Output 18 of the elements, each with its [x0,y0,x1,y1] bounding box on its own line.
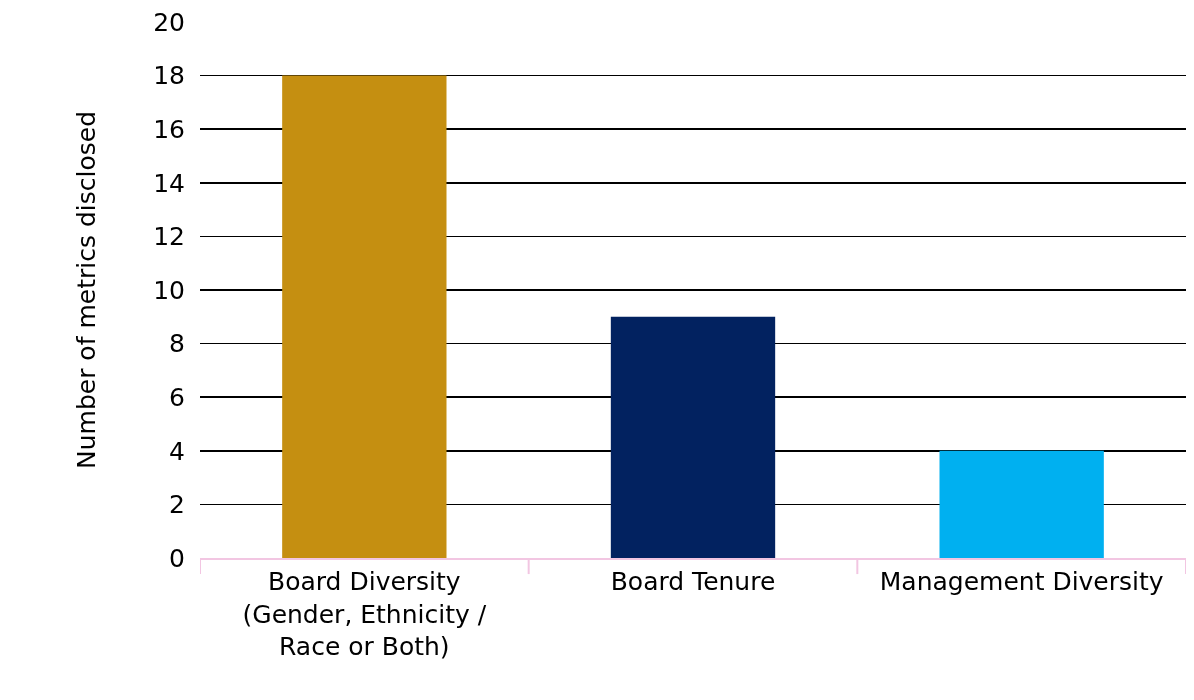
bar [610,316,776,558]
y-tick-label: 12 [153,222,185,252]
y-tick-label: 8 [169,329,185,359]
y-tick-label: 14 [153,168,185,198]
y-tick-label: 0 [169,543,185,573]
y-tick-label: 20 [153,7,185,37]
x-tick-label: Board Diversity (Gender, Ethnicity / Race or Both) [242,567,487,661]
y-tick-label: 10 [153,275,185,305]
y-tick-label: 4 [169,436,185,466]
x-tick-label: Management Diversity [879,567,1164,596]
y-tick-label: 2 [169,490,185,520]
y-axis-title: Number of metrics disclosed [71,111,101,469]
y-tick-label: 18 [153,61,185,91]
y-tick-label: 6 [169,382,185,412]
bar [282,75,447,558]
bar [939,450,1104,558]
x-tick-label: Board Tenure [610,567,776,596]
y-tick-label: 16 [153,114,185,144]
